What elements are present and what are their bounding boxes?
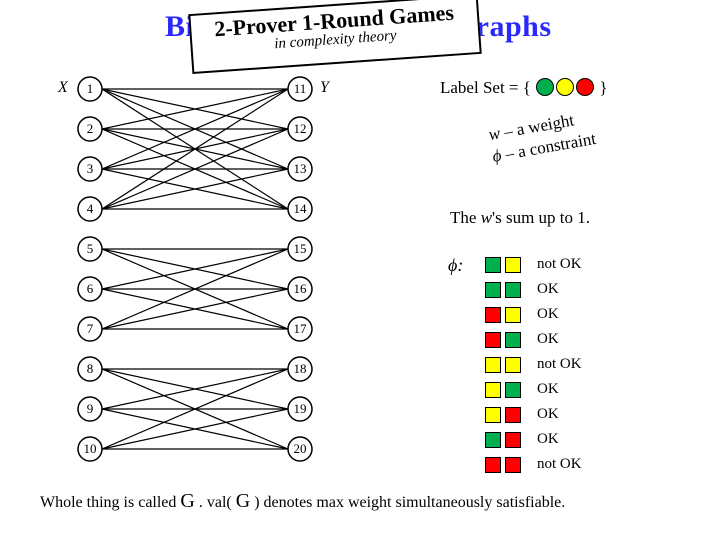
title-box: 2-Prover 1-Round Games in complexity the…: [188, 0, 481, 74]
constraint-color-square: [485, 257, 501, 273]
node-label: 9: [87, 401, 94, 416]
label-color-dot: [576, 78, 594, 96]
constraint-verdict: OK: [537, 331, 559, 348]
bipartite-graph: 1234567891011121314151617181920: [70, 75, 330, 475]
sum-w: w: [481, 208, 492, 227]
label-set: Label Set = { }: [440, 78, 608, 98]
sum-line: The w's sum up to 1.: [450, 208, 590, 228]
node-label: 17: [294, 321, 308, 336]
label-set-prefix: Label Set = {: [440, 78, 531, 97]
constraint-verdict: not OK: [537, 256, 582, 273]
constraint-color-square: [485, 357, 501, 373]
node-label: 14: [294, 201, 308, 216]
constraint-color-square: [505, 257, 521, 273]
constraint-color-square: [485, 382, 501, 398]
label-color-dot: [556, 78, 574, 96]
constraint-row: OK: [485, 427, 582, 452]
constraint-color-square: [485, 407, 501, 423]
annotations: w – a weight ϕ – a constraint: [487, 106, 598, 168]
footer-g2: G: [236, 490, 250, 512]
constraint-row: OK: [485, 302, 582, 327]
constraint-row: not OK: [485, 352, 582, 377]
node-label: 8: [87, 361, 94, 376]
constraint-color-square: [505, 307, 521, 323]
constraint-color-square: [505, 382, 521, 398]
node-label: 20: [294, 441, 307, 456]
constraint-color-square: [505, 282, 521, 298]
label-set-suffix: }: [599, 78, 607, 97]
constraint-verdict: OK: [537, 281, 559, 298]
constraint-row: OK: [485, 377, 582, 402]
node-label: 18: [294, 361, 307, 376]
node-label: 6: [87, 281, 94, 296]
footer-mid: . val(: [199, 494, 236, 511]
constraint-color-square: [485, 282, 501, 298]
constraint-color-square: [505, 357, 521, 373]
constraint-verdict: OK: [537, 406, 559, 423]
phi-label: ϕ:: [448, 255, 463, 276]
constraint-verdict: not OK: [537, 456, 582, 473]
footer-post: ) denotes max weight simultaneously sati…: [254, 494, 565, 511]
constraint-row: OK: [485, 277, 582, 302]
footer: Whole thing is called G . val( G ) denot…: [40, 490, 565, 513]
node-label: 7: [87, 321, 94, 336]
constraint-color-square: [505, 457, 521, 473]
node-label: 11: [294, 81, 307, 96]
footer-pre: Whole thing is called: [40, 494, 180, 511]
constraint-verdict: OK: [537, 431, 559, 448]
footer-g: G: [180, 490, 194, 512]
constraint-row: OK: [485, 402, 582, 427]
node-label: 12: [294, 121, 307, 136]
node-label: 3: [87, 161, 94, 176]
node-label: 4: [87, 201, 94, 216]
constraint-table: not OK OK OK OK not OK OK OK OK not OK: [485, 252, 582, 477]
constraint-color-square: [505, 407, 521, 423]
constraint-verdict: OK: [537, 306, 559, 323]
node-label: 1: [87, 81, 94, 96]
node-label: 15: [294, 241, 307, 256]
constraint-color-square: [505, 332, 521, 348]
constraint-color-square: [485, 432, 501, 448]
node-label: 5: [87, 241, 94, 256]
label-color-dot: [536, 78, 554, 96]
constraint-color-square: [485, 457, 501, 473]
constraint-row: not OK: [485, 452, 582, 477]
constraint-row: OK: [485, 327, 582, 352]
node-label: 16: [294, 281, 308, 296]
constraint-color-square: [505, 432, 521, 448]
node-label: 10: [84, 441, 97, 456]
constraint-verdict: OK: [537, 381, 559, 398]
node-label: 13: [294, 161, 307, 176]
constraint-row: not OK: [485, 252, 582, 277]
node-label: 19: [294, 401, 307, 416]
constraint-color-square: [485, 332, 501, 348]
node-label: 2: [87, 121, 94, 136]
constraint-color-square: [485, 307, 501, 323]
constraint-verdict: not OK: [537, 356, 582, 373]
x-label: X: [58, 79, 68, 97]
